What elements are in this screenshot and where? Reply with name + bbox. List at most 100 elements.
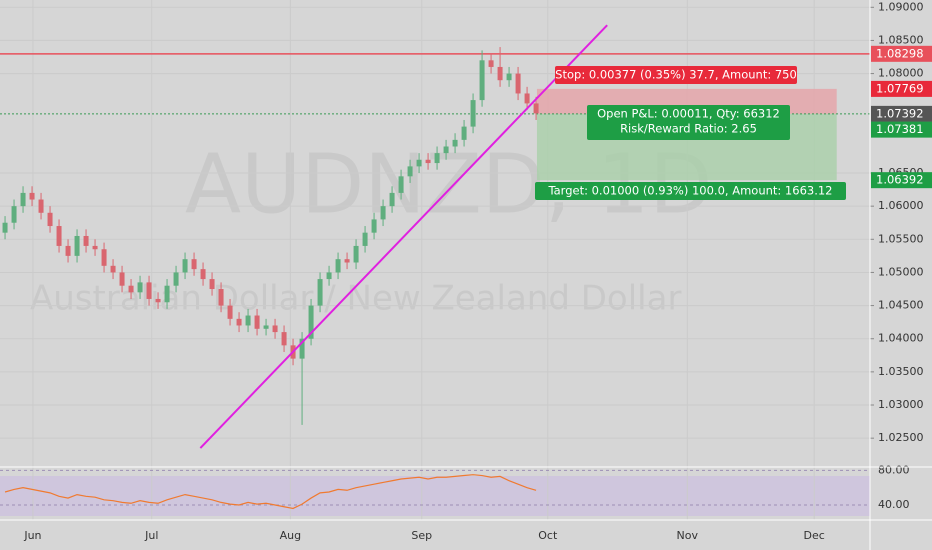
pnl-text: Open P&L: 0.00011, Qty: 66312 xyxy=(597,107,780,121)
x-tick-label: Dec xyxy=(804,529,825,542)
candle-body xyxy=(506,73,512,81)
candle-body xyxy=(416,159,422,167)
price-label-box xyxy=(871,121,932,138)
x-tick-label: Jun xyxy=(23,529,41,542)
candle-body xyxy=(182,259,188,273)
y-tick-label: 1.05500 xyxy=(878,232,924,245)
price-label: 1.07381 xyxy=(876,122,924,136)
candle-body xyxy=(83,235,89,246)
x-tick-label: Nov xyxy=(677,529,699,542)
price-label-box xyxy=(871,105,932,122)
x-tick-label: Aug xyxy=(280,529,301,542)
y-tick-label: 80.00 xyxy=(878,463,910,476)
rsi-line xyxy=(4,474,537,510)
y-tick-label: 1.08000 xyxy=(878,67,924,80)
target-box xyxy=(535,182,846,200)
y-tick-label: 1.04500 xyxy=(878,299,924,312)
y-tick-label: 1.03500 xyxy=(878,365,924,378)
y-tick-label: 1.09000 xyxy=(878,0,924,13)
candle-body xyxy=(209,279,215,290)
candle-body xyxy=(191,259,197,270)
candle-body xyxy=(47,212,53,227)
stop-box xyxy=(555,66,797,84)
price-label: 1.06392 xyxy=(876,173,924,187)
candle-body xyxy=(227,305,233,319)
price-label: 1.07769 xyxy=(876,81,924,95)
watermark-name: Australian Dollar / New Zealand Dollar xyxy=(30,279,681,319)
y-tick-label: 1.05000 xyxy=(878,265,924,278)
candle-body xyxy=(524,93,530,104)
candle-body xyxy=(308,305,314,339)
candle-body xyxy=(344,259,350,263)
candle-body xyxy=(389,192,395,207)
candle-body xyxy=(236,318,242,326)
y-tick-label: 1.08500 xyxy=(878,33,924,46)
x-tick-label: Jul xyxy=(144,529,158,542)
candle-body xyxy=(515,73,521,94)
price-label: 1.08298 xyxy=(876,46,924,60)
candle-body xyxy=(443,146,449,154)
candle-body xyxy=(488,60,494,67)
candle-body xyxy=(326,272,332,280)
candle-body xyxy=(173,272,179,286)
candle-body xyxy=(74,235,80,256)
candle-body xyxy=(29,192,35,200)
candle-body xyxy=(254,315,260,329)
candle-body xyxy=(497,66,503,81)
candle-body xyxy=(218,289,224,306)
candle-body xyxy=(20,192,26,207)
candle-body xyxy=(11,206,17,223)
candle-body xyxy=(137,282,143,293)
candle-body xyxy=(479,60,485,101)
x-tick-label: Oct xyxy=(538,529,558,542)
candle-body xyxy=(398,176,404,193)
candle-body xyxy=(362,232,368,246)
y-tick-label: 1.02500 xyxy=(878,431,924,444)
candle-body xyxy=(335,259,341,273)
candle-body xyxy=(92,245,98,250)
candle-body xyxy=(155,298,161,303)
pnl-box xyxy=(587,105,790,140)
candle-body xyxy=(299,338,305,359)
y-tick-label: 1.04000 xyxy=(878,332,924,345)
price-label-box xyxy=(871,172,932,189)
candle-body xyxy=(146,282,152,299)
pnl-text: Risk/Reward Ratio: 2.65 xyxy=(620,122,757,136)
candle-body xyxy=(2,222,8,233)
y-tick-label: 40.00 xyxy=(878,498,910,511)
stop-text: Stop: 0.00377 (0.35%) 37.7, Amount: 750 xyxy=(555,68,797,82)
candle-body xyxy=(281,332,287,346)
candle-body xyxy=(65,245,71,256)
candle-body xyxy=(434,153,440,164)
price-label-box xyxy=(871,45,932,62)
candle-body xyxy=(407,166,413,177)
candle-body xyxy=(38,199,44,213)
candle-body xyxy=(56,226,62,246)
candle-body xyxy=(470,100,476,127)
y-tick-label: 1.06000 xyxy=(878,199,924,212)
price-label: 1.07392 xyxy=(876,106,924,120)
candle-body xyxy=(353,245,359,263)
price-label-box xyxy=(871,80,932,97)
x-tick-label: Sep xyxy=(411,529,432,542)
trendline xyxy=(199,24,608,449)
candle-body xyxy=(272,325,278,333)
rsi-band xyxy=(0,476,870,516)
candle-body xyxy=(128,285,134,293)
candle-body xyxy=(245,315,251,326)
candle-body xyxy=(317,279,323,306)
candle-body xyxy=(200,269,206,280)
candle-body xyxy=(263,325,269,329)
candle-body xyxy=(371,219,377,233)
candle-body xyxy=(533,103,539,114)
candle-body xyxy=(119,272,125,286)
candle-body xyxy=(101,249,107,266)
candle-body xyxy=(164,285,170,303)
candle-body xyxy=(380,206,386,220)
candle-body xyxy=(425,159,431,164)
candle-body xyxy=(110,265,116,273)
y-tick-label: 1.03000 xyxy=(878,398,924,411)
candle-body xyxy=(452,139,458,147)
candle-body xyxy=(461,126,467,140)
